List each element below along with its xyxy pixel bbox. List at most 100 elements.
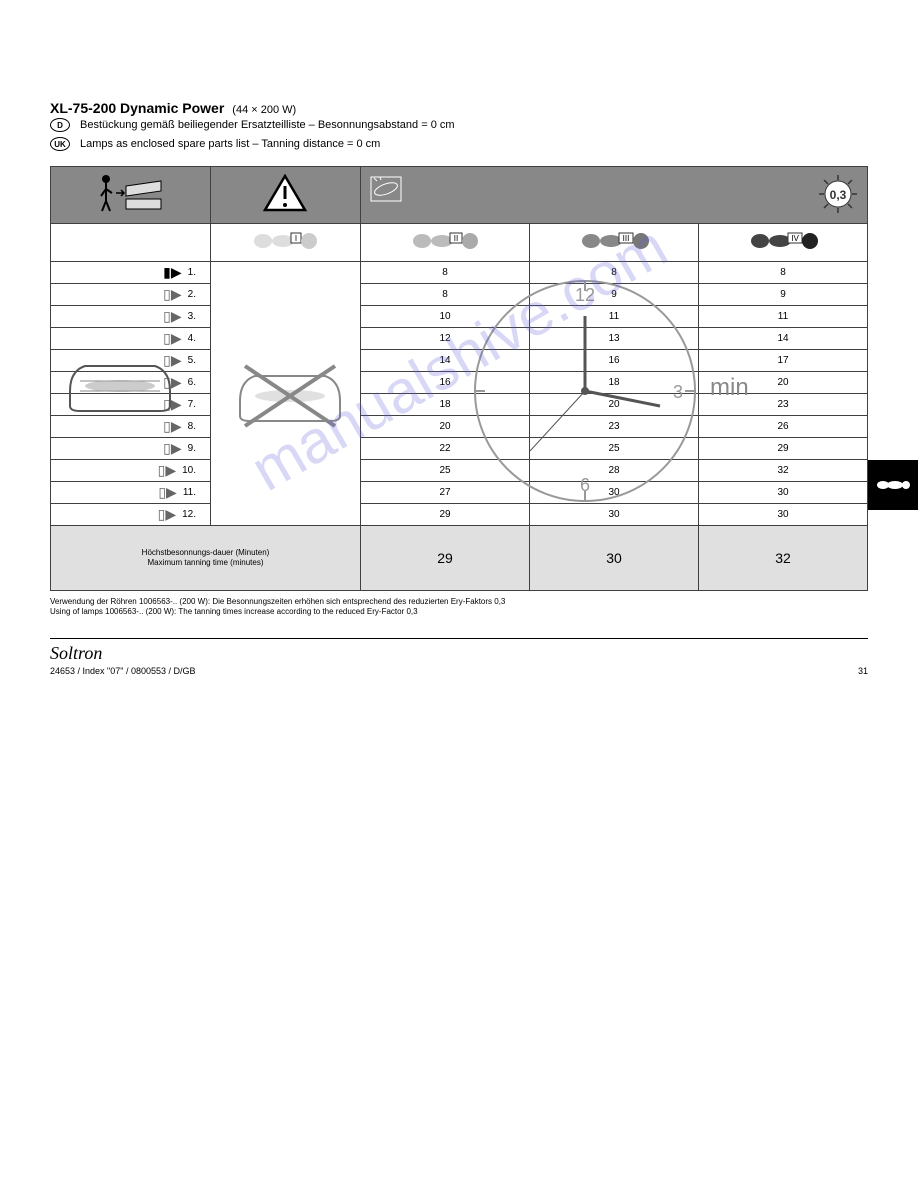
- skin-type-2-icon: II: [410, 227, 480, 255]
- session-num: 12.: [182, 509, 196, 520]
- session-num: 5.: [188, 355, 196, 366]
- person-lying-icon: [875, 475, 911, 495]
- header-section: XL-75-200 Dynamic Power (44 × 200 W) D B…: [50, 100, 868, 151]
- text-german: Bestückung gemäß beiliegender Ersatzteil…: [80, 119, 455, 131]
- main-table-wrap: 12 6 3 min: [50, 166, 868, 591]
- max-time-label: Höchstbesonnungs-dauer (Minuten) Maximum…: [51, 526, 361, 591]
- cell: 12: [361, 328, 530, 350]
- cell: 20: [361, 416, 530, 438]
- arrow-icon: ▯▶: [163, 308, 181, 325]
- lang-badge-uk: UK: [50, 137, 70, 151]
- lamp-spec: (44 × 200 W): [232, 104, 296, 116]
- arrow-icon: ▯▶: [163, 440, 181, 457]
- skin-type-2: II: [361, 224, 530, 262]
- cell: 14: [361, 350, 530, 372]
- doc-info: 24653 / Index "07" / 0800553 / D/GB: [50, 666, 196, 676]
- max-t2: 29: [361, 526, 530, 591]
- arrow-icon: ▯▶: [163, 374, 181, 391]
- cell: 18: [530, 372, 699, 394]
- lang-badge-d: D: [50, 118, 70, 132]
- footnote: Verwendung der Röhren 1006563-.. (200 W)…: [50, 597, 868, 618]
- cell: 8: [699, 262, 868, 284]
- table-row: ▯▶8. 20 23 26: [51, 416, 868, 438]
- cell: 9: [530, 284, 699, 306]
- lamp-icon: [369, 175, 404, 205]
- person-entering-bed-icon: [96, 171, 166, 216]
- table-row: ▯▶10. 25 28 32: [51, 460, 868, 482]
- cell: 8: [361, 284, 530, 306]
- cell: 27: [361, 482, 530, 504]
- cell: 10: [361, 306, 530, 328]
- cell: 8: [530, 262, 699, 284]
- cell: 30: [699, 482, 868, 504]
- svg-text:II: II: [454, 234, 458, 243]
- table-row: ▯▶7. 18 20 23: [51, 394, 868, 416]
- header-warning: [211, 167, 361, 224]
- skin-type-4: IV: [699, 224, 868, 262]
- cell: 23: [530, 416, 699, 438]
- text-english: Lamps as enclosed spare parts list – Tan…: [80, 138, 380, 150]
- svg-text:I: I: [294, 234, 296, 243]
- table-footer-row: Höchstbesonnungs-dauer (Minuten) Maximum…: [51, 526, 868, 591]
- doc-info-row: 24653 / Index "07" / 0800553 / D/GB 31: [50, 666, 868, 676]
- skin-type-blank: [51, 224, 211, 262]
- cell: 11: [530, 306, 699, 328]
- arrow-icon: ▯▶: [163, 330, 181, 347]
- brand-logo: Soltron: [50, 643, 102, 664]
- session-num: 6.: [188, 377, 196, 388]
- warning-triangle-icon: [263, 174, 308, 214]
- session-num: 4.: [188, 333, 196, 344]
- session-num: 8.: [188, 421, 196, 432]
- cell: 29: [361, 504, 530, 526]
- table-row: ▯▶ 3. 10 11 11: [51, 306, 868, 328]
- session-num: 11.: [183, 487, 196, 498]
- session-num: 2.: [188, 289, 196, 300]
- arrow-icon: ▮▶: [163, 264, 181, 281]
- cell: 25: [530, 438, 699, 460]
- cell: 28: [530, 460, 699, 482]
- cell: 8: [361, 262, 530, 284]
- table-row: ▯▶12. 29 30 30: [51, 504, 868, 526]
- svg-text:III: III: [623, 234, 630, 243]
- session-num: 10.: [182, 465, 196, 476]
- header-person-bed: [51, 167, 211, 224]
- arrow-icon: ▯▶: [158, 506, 176, 523]
- skin-type-3: III: [530, 224, 699, 262]
- cell: 13: [530, 328, 699, 350]
- arrow-icon: ▯▶: [158, 462, 176, 479]
- cell: 30: [530, 482, 699, 504]
- max-label-de: Höchstbesonnungs-dauer (Minuten): [57, 548, 354, 558]
- arrow-icon: ▯▶: [158, 484, 176, 501]
- max-t4: 32: [699, 526, 868, 591]
- arrow-icon: ▯▶: [163, 418, 181, 435]
- cell: 30: [699, 504, 868, 526]
- cell: 16: [530, 350, 699, 372]
- table-row: ▯▶ 2. 8 9 9: [51, 284, 868, 306]
- cell: 9: [699, 284, 868, 306]
- table-row: ▯▶ 5. 14 16 17: [51, 350, 868, 372]
- section-tab: [868, 460, 918, 510]
- cell: 17: [699, 350, 868, 372]
- max-label-en: Maximum tanning time (minutes): [57, 558, 354, 568]
- header-lamp-section: 0,3: [361, 167, 868, 224]
- model-name: XL-75-200 Dynamic Power: [50, 100, 224, 116]
- svg-text:IV: IV: [791, 234, 799, 243]
- cell: 11: [699, 306, 868, 328]
- cell: 20: [530, 394, 699, 416]
- arrow-icon: ▯▶: [163, 286, 181, 303]
- cell: 20: [699, 372, 868, 394]
- skin-type-1-icon: I: [251, 227, 321, 255]
- cell: 14: [699, 328, 868, 350]
- session-num: 3.: [188, 311, 196, 322]
- cell: 22: [361, 438, 530, 460]
- footnote-en: Using of lamps 1006563-.. (200 W): The t…: [50, 607, 868, 617]
- svg-text:0,3: 0,3: [830, 188, 847, 202]
- session-num: 1.: [188, 267, 196, 278]
- cell: 16: [361, 372, 530, 394]
- skin-type-1: I: [211, 224, 361, 262]
- session-num: 7.: [188, 399, 196, 410]
- arrow-icon: ▯▶: [163, 352, 181, 369]
- cell: 25: [361, 460, 530, 482]
- session-num: 9.: [188, 443, 196, 454]
- table-row: ▯▶ 6. 16 18 20: [51, 372, 868, 394]
